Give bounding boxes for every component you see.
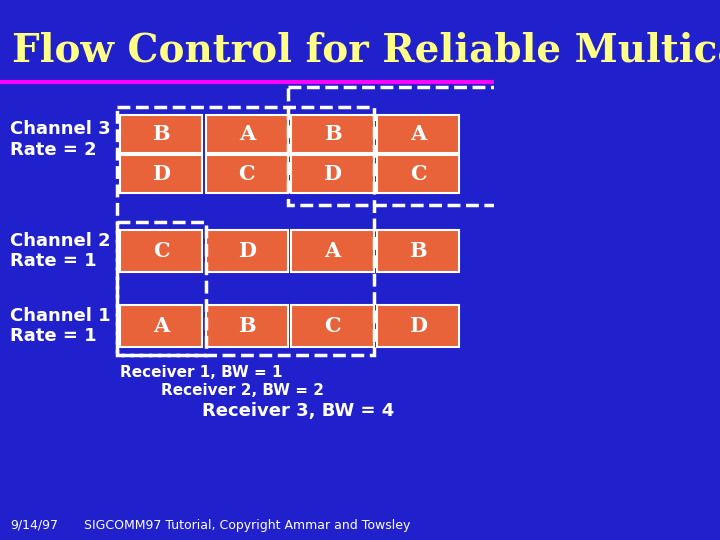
Bar: [120, 305, 202, 347]
Bar: [292, 230, 374, 272]
Text: Channel 2: Channel 2: [10, 232, 111, 250]
Text: B: B: [410, 241, 427, 261]
Text: A: A: [410, 124, 426, 144]
Bar: [377, 305, 459, 347]
Text: Receiver 3, BW = 4: Receiver 3, BW = 4: [202, 402, 395, 420]
Text: D: D: [152, 164, 170, 184]
Bar: [206, 230, 288, 272]
Text: Channel 1: Channel 1: [10, 307, 111, 325]
Text: B: B: [324, 124, 341, 144]
Text: C: C: [238, 164, 255, 184]
Text: Flow Control for Reliable Multicast: Flow Control for Reliable Multicast: [12, 31, 720, 69]
Text: SIGCOMM97 Tutorial, Copyright Ammar and Towsley: SIGCOMM97 Tutorial, Copyright Ammar and …: [84, 518, 410, 531]
Bar: [120, 115, 202, 153]
Text: C: C: [410, 164, 426, 184]
Text: Rate = 1: Rate = 1: [10, 327, 97, 345]
Text: D: D: [238, 241, 256, 261]
Text: A: A: [325, 241, 341, 261]
Bar: [117, 107, 374, 355]
Text: D: D: [409, 316, 427, 336]
Bar: [377, 155, 459, 193]
Text: C: C: [324, 316, 341, 336]
Bar: [377, 230, 459, 272]
Text: Rate = 2: Rate = 2: [10, 141, 97, 159]
Text: Receiver 2, BW = 2: Receiver 2, BW = 2: [161, 383, 324, 398]
Bar: [120, 155, 202, 193]
Text: 9/14/97: 9/14/97: [10, 518, 58, 531]
Bar: [206, 155, 288, 193]
Bar: [0, 0, 494, 90]
Text: A: A: [239, 124, 255, 144]
Bar: [206, 305, 288, 347]
Bar: [292, 115, 374, 153]
Text: C: C: [153, 241, 169, 261]
Bar: [120, 230, 202, 272]
Text: A: A: [153, 316, 169, 336]
Text: Rate = 1: Rate = 1: [10, 252, 97, 270]
Bar: [288, 87, 545, 205]
Text: D: D: [323, 164, 341, 184]
Text: B: B: [238, 316, 256, 336]
Bar: [377, 115, 459, 153]
Text: Channel 3: Channel 3: [10, 120, 111, 138]
Text: Receiver 1, BW = 1: Receiver 1, BW = 1: [120, 365, 282, 380]
Bar: [292, 155, 374, 193]
Bar: [292, 305, 374, 347]
Text: B: B: [153, 124, 170, 144]
Bar: [206, 115, 288, 153]
Bar: [117, 222, 206, 355]
